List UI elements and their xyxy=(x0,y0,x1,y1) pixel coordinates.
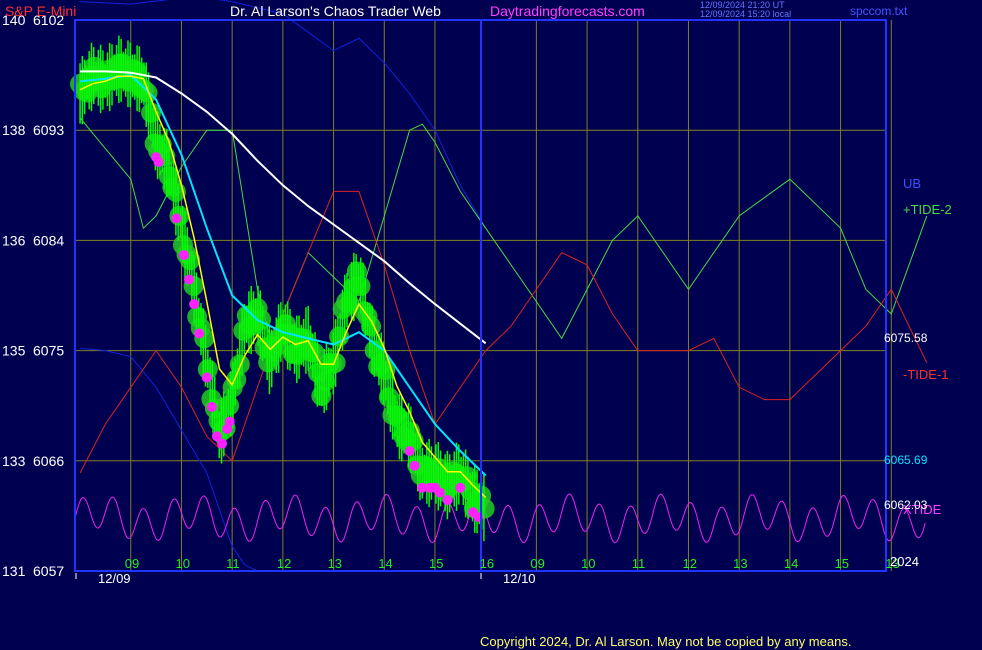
date-label: 12/09 xyxy=(98,571,131,586)
site-link[interactable]: Daytradingforecasts.com xyxy=(490,3,645,19)
low-dot xyxy=(179,250,190,261)
xtide-label: XTIDE xyxy=(903,502,942,517)
y-tick-label-left: 131 xyxy=(2,563,26,579)
x-tick-label: 15 xyxy=(429,556,443,571)
y-tick-label-left: 135 xyxy=(2,343,26,359)
y-tick-label-price: 6102 xyxy=(33,12,64,28)
low-dot xyxy=(201,372,212,383)
filename-label: spccom.txt xyxy=(850,4,908,18)
low-dot xyxy=(211,431,222,442)
low-dot xyxy=(153,157,164,168)
symbol-label: S&P E-Mini xyxy=(5,3,76,19)
x-tick-label: 09 xyxy=(530,556,544,571)
x-tick-label: 14 xyxy=(378,556,392,571)
tide1-line xyxy=(79,190,928,474)
x-tick-label: 12 xyxy=(682,556,696,571)
x-tick-label: 09 xyxy=(125,556,139,571)
lb-line xyxy=(80,347,258,572)
y-tick-label-price: 6075 xyxy=(33,343,64,359)
x-tick-label: 11 xyxy=(632,556,646,571)
ub-line xyxy=(80,0,487,229)
low-dot xyxy=(184,274,195,285)
x-tick-label: 10 xyxy=(175,556,189,571)
y-tick-label-left: 136 xyxy=(2,232,26,248)
low-dot xyxy=(442,494,453,505)
tide1-label: -TIDE-1 xyxy=(903,367,949,382)
low-dot xyxy=(404,446,415,457)
x-tick-label: 13 xyxy=(733,556,747,571)
x-tick-label: 10 xyxy=(581,556,595,571)
copyright: Copyright 2024, Dr. Al Larson. May not b… xyxy=(480,634,851,649)
low-dot xyxy=(435,487,446,498)
y-tick-label-price: 6057 xyxy=(33,563,64,579)
timestamp-local: 12/09/2024 15:20 local xyxy=(700,9,791,19)
y-tick-label-price: 6066 xyxy=(33,453,64,469)
slow-avg-value: 6075.58 xyxy=(884,331,928,345)
low-dot xyxy=(171,213,182,224)
y-tick-label-left: 140 xyxy=(2,12,26,28)
timestamp-utc: 12/09/2024 21:20 UT xyxy=(700,0,785,10)
ub-label: UB xyxy=(903,176,921,191)
fast-avg-line xyxy=(79,75,487,499)
x-tick-label: 13 xyxy=(328,556,342,571)
year-label: 2024 xyxy=(890,554,919,569)
low-dot xyxy=(194,328,205,339)
tide2-label: +TIDE-2 xyxy=(903,202,952,217)
y-tick-label-left: 133 xyxy=(2,453,26,469)
low-dot xyxy=(217,438,228,449)
xtide-line xyxy=(74,493,926,544)
low-dot xyxy=(455,482,466,493)
x-tick-label: 16 xyxy=(480,556,494,571)
y-tick-label-price: 6093 xyxy=(33,122,64,138)
low-dot xyxy=(189,299,200,310)
slow-avg-line xyxy=(80,70,487,345)
chart-title: Dr. Al Larson's Chaos Trader Web xyxy=(230,3,441,19)
x-tick-label: 15 xyxy=(835,556,849,571)
tide2-line xyxy=(79,117,928,340)
low-dot xyxy=(224,416,235,427)
low-dot xyxy=(206,401,217,412)
x-tick-label: 14 xyxy=(784,556,798,571)
series-layer xyxy=(70,0,928,572)
low-dot xyxy=(409,460,420,471)
y-tick-label-price: 6084 xyxy=(33,232,64,248)
price-value: 6062.03 xyxy=(884,498,928,512)
date-label: 12/10 xyxy=(503,571,536,586)
mid-avg-value: 6065.69 xyxy=(884,453,928,467)
low-dot xyxy=(417,482,428,493)
x-tick-label: 12 xyxy=(277,556,291,571)
y-tick-label-left: 138 xyxy=(2,122,26,138)
x-tick-label: 11 xyxy=(226,556,240,571)
x-tick-label: 13 xyxy=(885,556,899,571)
